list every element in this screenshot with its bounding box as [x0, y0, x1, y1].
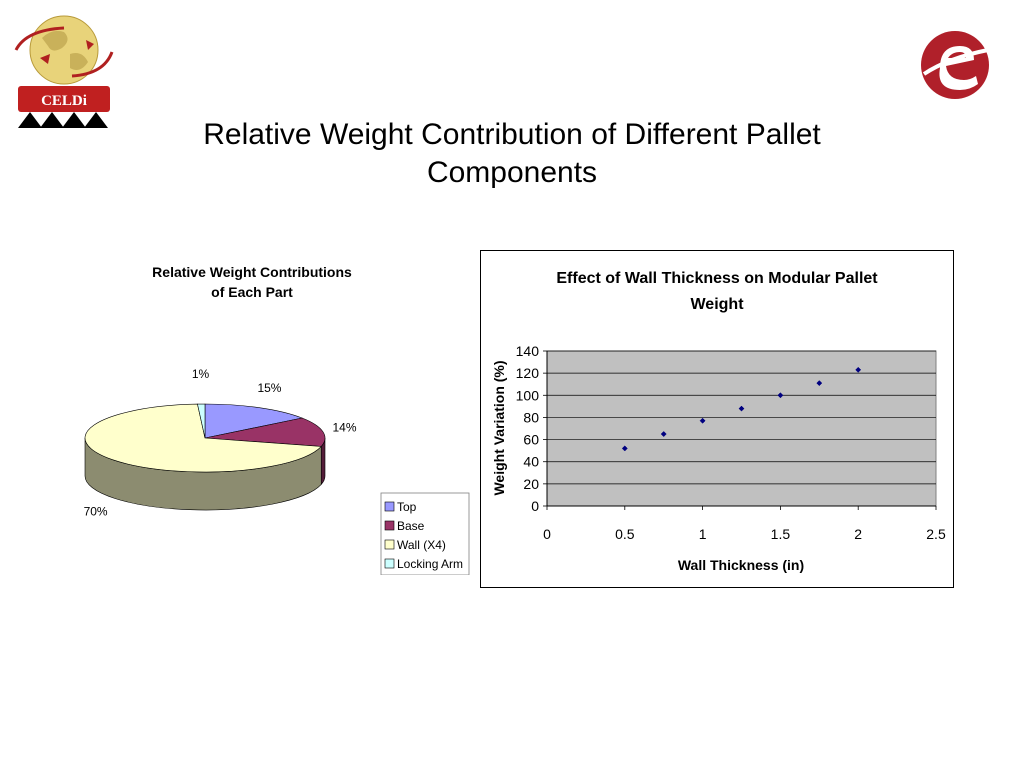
pie-legend-label-2: Wall (X4) — [397, 538, 446, 552]
pie-label-0: 15% — [257, 381, 281, 395]
scatter-xtick-2: 1 — [699, 526, 707, 542]
pie-legend-swatch-1 — [384, 520, 395, 531]
scatter-xtick-3: 1.5 — [771, 526, 791, 542]
pie-legend: Top Base Wall (X4) Locking Arm — [380, 492, 470, 575]
pie-legend-box — [380, 492, 470, 575]
scatter-ytick-3: 60 — [523, 432, 539, 448]
pie-title-line1: Relative Weight Contributions — [152, 264, 352, 280]
pie-legend-swatch-0 — [384, 501, 395, 512]
pie-legend-swatch-3 — [384, 558, 395, 569]
scatter-ytick-5: 100 — [516, 387, 540, 403]
slide-title-line2: Components — [426, 156, 598, 189]
scatter-ytick-1: 20 — [523, 476, 539, 492]
scatter-point-4 — [777, 392, 784, 399]
scatter-ytick-2: 40 — [523, 454, 539, 470]
scatter-point-1 — [660, 431, 667, 437]
pie-body — [84, 403, 326, 511]
slide-title: Relative Weight Contribution of Differen… — [112, 116, 912, 192]
pie-label-3: 1% — [192, 367, 210, 381]
celdi-logo: CELDi — [14, 15, 114, 128]
scatter-points — [621, 366, 862, 452]
scatter-point-2 — [699, 417, 706, 424]
scatter-y-axis-label: Weight Variation (%) — [491, 360, 507, 495]
scatter-point-0 — [621, 445, 628, 452]
scatter-ytick-7: 140 — [516, 343, 540, 359]
pie-legend-label-0: Top — [397, 500, 417, 514]
scatter-ytick-0: 0 — [531, 498, 539, 514]
pie-slice-0 — [204, 403, 304, 439]
scatter-ytick-6: 120 — [516, 365, 540, 381]
e-logo-icon — [921, 31, 989, 99]
scatter-chart: Effect of Wall Thickness on Modular Pall… — [480, 250, 954, 588]
scatter-point-5 — [816, 380, 823, 387]
scatter-xtick-1: 0.5 — [615, 526, 635, 542]
slide-title-line1: Relative Weight Contribution of Differen… — [203, 118, 821, 151]
scatter-point-6 — [855, 366, 862, 373]
pie-legend-label-3: Locking Arm — [397, 557, 463, 571]
plot-area — [546, 350, 937, 507]
pie-chart: Relative Weight Contributions of Each Pa… — [84, 264, 470, 575]
celdi-triangles — [18, 112, 108, 128]
scatter-point-3 — [738, 405, 745, 412]
scatter-xtick-0: 0 — [543, 526, 551, 542]
pie-title-line2: of Each Part — [211, 284, 293, 300]
pie-labels: 15% 14% 70% 1% — [84, 367, 357, 519]
globe-icon — [14, 15, 114, 85]
pie-label-1: 14% — [332, 421, 356, 435]
scatter-ytick-4: 80 — [523, 409, 539, 425]
pie-legend-swatch-2 — [384, 539, 395, 550]
scatter-xtick-4: 2 — [854, 526, 862, 542]
pie-slice-1 — [204, 417, 326, 447]
scatter-title-line2: Weight — [690, 296, 744, 313]
scatter-xtick-5: 2.5 — [926, 526, 946, 542]
scatter-x-axis-label: Wall Thickness (in) — [678, 557, 804, 573]
scatter-tick-labels: 0 20 40 60 80 100 120 140 0 0.5 1 1.5 2 2.5 — [516, 343, 946, 542]
pie-slice-3 — [197, 403, 206, 439]
pie-slice-2 — [84, 403, 322, 473]
celdi-banner — [18, 86, 110, 112]
scatter-title-line1: Effect of Wall Thickness on Modular Pall… — [556, 270, 878, 287]
pie-legend-label-1: Base — [397, 519, 425, 533]
pie-label-2: 70% — [84, 505, 108, 519]
celdi-logo-text: CELDi — [41, 93, 87, 109]
